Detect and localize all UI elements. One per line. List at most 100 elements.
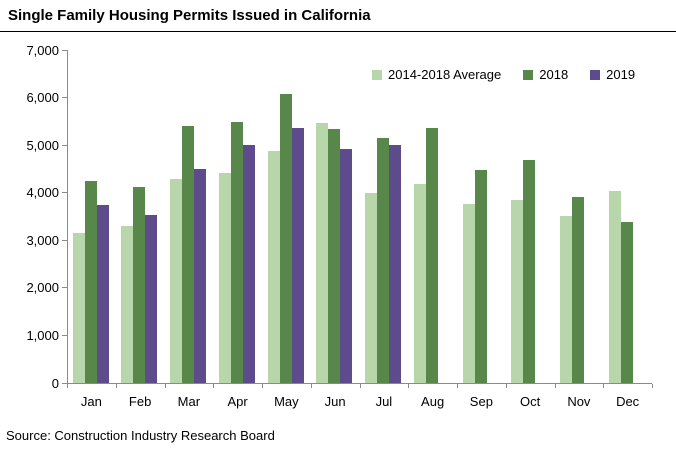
y-tick-label: 0 (51, 375, 59, 391)
y-tick-label: 2,000 (26, 280, 59, 296)
x-tick (164, 384, 166, 388)
y-tick-label: 5,000 (26, 137, 59, 153)
bar-2018-nov (572, 197, 584, 383)
y-tick (62, 334, 67, 336)
bar-2014-2018-average-feb (121, 226, 134, 383)
bar-2018-jun (328, 129, 341, 383)
x-label-oct: Oct (520, 394, 541, 409)
y-tick (62, 49, 67, 51)
y-axis-line (67, 50, 68, 384)
bar-2014-2018-average-sep (462, 204, 475, 383)
x-label-apr: Apr (227, 394, 248, 409)
x-tick (652, 384, 653, 388)
bar-group-jan (68, 50, 117, 383)
x-label-nov: Nov (567, 394, 591, 409)
legend-item-2019: 2019 (590, 67, 635, 82)
bar-group-mar (166, 50, 215, 383)
bar-2014-2018-average-nov (560, 216, 572, 383)
y-tick (62, 382, 67, 384)
legend-swatch-2019-icon (590, 69, 601, 80)
bar-2014-2018-average-jan (72, 233, 85, 383)
x-tick (213, 384, 215, 388)
bar-group-dec (604, 50, 653, 383)
legend-swatch-2018-icon (523, 69, 534, 80)
bar-2018-dec (620, 222, 633, 383)
bar-2019-jun (340, 149, 353, 383)
bar-group-sep (458, 50, 507, 383)
bar-2019-jan (96, 205, 109, 383)
bar-2019-feb (145, 215, 158, 383)
x-label-jun: Jun (324, 394, 346, 409)
x-tick (262, 384, 263, 388)
x-tick (310, 384, 312, 388)
legend-swatch-average-icon (372, 69, 382, 80)
bar-2014-2018-average-oct (511, 200, 524, 383)
legend-label-average: 2014-2018 Average (388, 67, 502, 82)
x-axis-line (67, 383, 652, 384)
bar-2014-2018-average-dec (608, 191, 621, 383)
y-tick-label: 6,000 (26, 90, 59, 106)
bar-2018-sep (474, 170, 487, 383)
x-label-sep: Sep (469, 394, 493, 409)
bar-group-may (263, 50, 312, 383)
x-label-dec: Dec (616, 394, 640, 409)
bar-2018-jul (377, 138, 389, 383)
y-tick (62, 287, 67, 289)
source-note: Source: Construction Industry Research B… (6, 428, 275, 443)
bar-2018-aug (425, 128, 438, 383)
legend-item-average: 2014-2018 Average (372, 67, 501, 82)
x-tick (408, 384, 410, 388)
bar-2018-jan (84, 181, 97, 383)
x-label-aug: Aug (421, 394, 445, 409)
bar-2014-2018-average-mar (170, 179, 182, 383)
bar-2018-feb (133, 187, 146, 383)
bar-2019-apr (242, 145, 255, 383)
x-tick (67, 384, 68, 388)
x-tick (505, 384, 507, 388)
x-label-jul: Jul (375, 394, 393, 409)
title-divider (0, 31, 676, 32)
y-tick (62, 144, 67, 146)
y-tick-label: 3,000 (26, 232, 59, 248)
bar-2014-2018-average-apr (218, 173, 231, 383)
y-tick-label: 1,000 (26, 327, 59, 343)
x-label-mar: Mar (177, 394, 201, 409)
legend-label-2018: 2018 (539, 67, 569, 82)
x-label-feb: Feb (128, 394, 152, 409)
y-tick (62, 192, 67, 194)
bar-2018-may (279, 94, 292, 383)
bar-2019-jul (389, 145, 401, 383)
legend: 2014-2018 Average 2018 2019 (372, 67, 635, 82)
bar-group-jul (361, 50, 410, 383)
legend-label-2019: 2019 (606, 67, 636, 82)
x-label-jan: Jan (80, 394, 102, 409)
bar-2014-2018-average-jun (316, 123, 329, 383)
bar-2018-oct (523, 160, 536, 383)
bar-2014-2018-average-jul (365, 193, 377, 383)
bar-2019-may (291, 128, 304, 383)
bar-2019-mar (194, 169, 206, 383)
y-tick-label: 4,000 (26, 185, 59, 201)
chart-title: Single Family Housing Permits Issued in … (8, 7, 371, 24)
y-tick (62, 239, 67, 241)
bar-2014-2018-average-may (267, 151, 280, 383)
bar-group-apr (214, 50, 263, 383)
y-tick-label: 7,000 (26, 42, 59, 58)
bar-2018-mar (182, 126, 194, 383)
plot-area (68, 50, 653, 383)
x-tick (603, 384, 605, 388)
x-tick (115, 384, 117, 388)
x-tick (554, 384, 556, 388)
bar-group-nov (556, 50, 605, 383)
y-tick (62, 97, 67, 99)
bar-group-feb (117, 50, 166, 383)
x-tick (457, 384, 458, 388)
bar-group-aug (409, 50, 458, 383)
bar-2014-2018-average-aug (413, 184, 426, 383)
bar-2018-apr (230, 122, 243, 383)
legend-item-2018: 2018 (523, 67, 568, 82)
x-label-may: May (274, 394, 299, 409)
x-tick (359, 384, 361, 388)
bar-group-oct (507, 50, 556, 383)
